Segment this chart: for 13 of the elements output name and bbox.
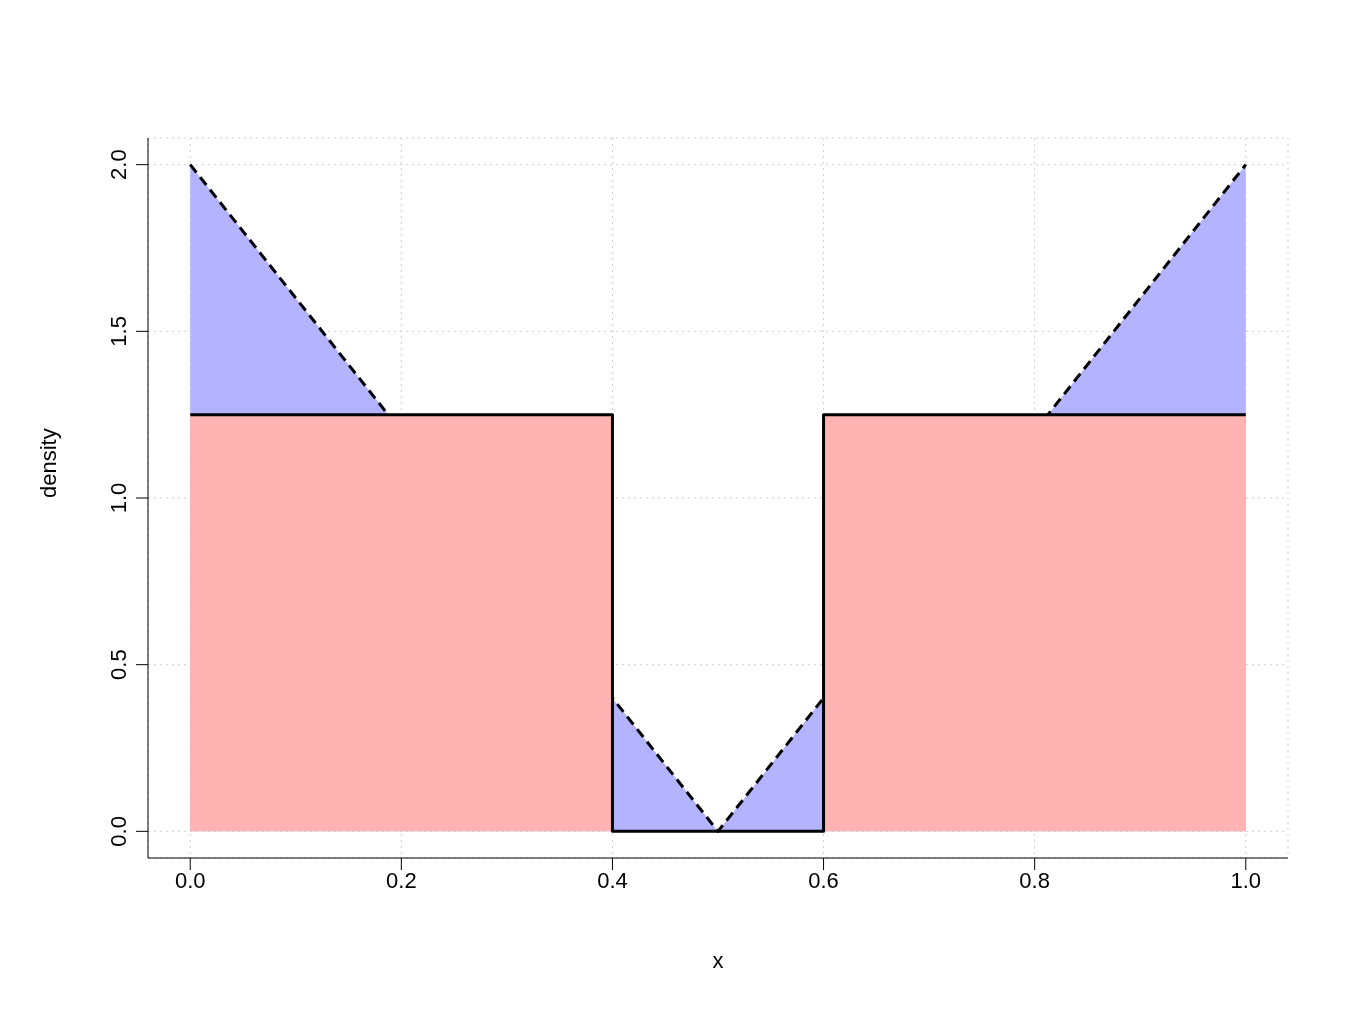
x-tick-label: 0.4 [597, 867, 628, 893]
y-axis-title: density [35, 428, 61, 498]
y-tick-label: 0.0 [106, 816, 131, 847]
x-tick-label: 0.8 [1019, 867, 1050, 893]
x-tick-label: 1.0 [1230, 867, 1262, 893]
y-tick-label: 2.0 [106, 149, 131, 180]
y-tick-label: 0.5 [106, 649, 131, 680]
x-tick-label: 0.2 [386, 867, 417, 893]
y-tick-label: 1.0 [106, 482, 131, 514]
y-tick-label: 1.5 [106, 316, 131, 347]
x-axis-title: x [712, 948, 724, 973]
x-tick-label: 0.0 [174, 867, 206, 893]
x-tick-label: 0.6 [808, 867, 839, 893]
